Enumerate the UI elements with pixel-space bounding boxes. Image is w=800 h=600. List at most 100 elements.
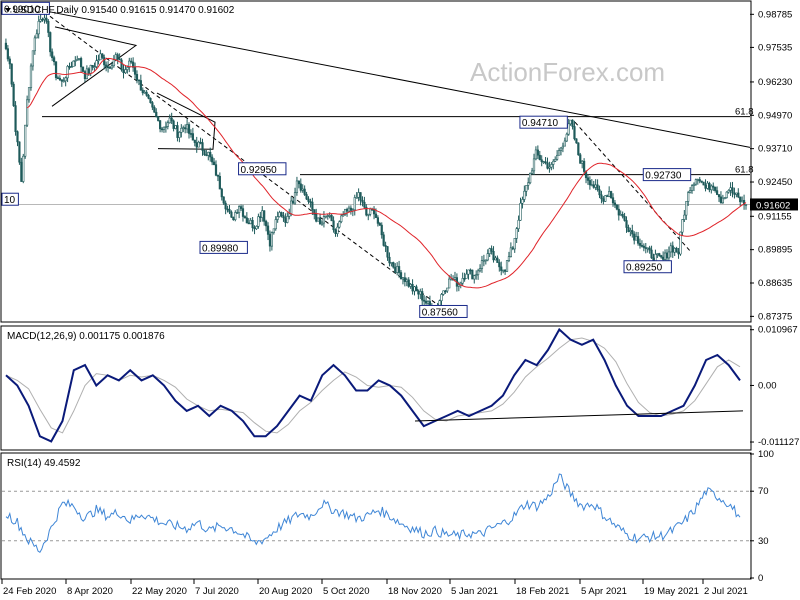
candle-body: [270, 232, 273, 247]
candle-body: [388, 256, 391, 264]
candle-body: [567, 123, 570, 135]
price-tick-label: 0.96230: [758, 77, 792, 88]
candle-body: [357, 192, 360, 198]
candle-body: [91, 64, 94, 68]
candle-body: [93, 66, 96, 68]
x-tick-label: 22 May 2020: [132, 586, 187, 597]
candle-body: [51, 51, 54, 58]
candle-body: [663, 252, 667, 260]
candle-body: [114, 54, 117, 61]
price-label-box: [199, 240, 248, 254]
candle-body: [180, 127, 183, 133]
candle-body: [586, 177, 590, 181]
x-tick-label: 20 Aug 2020: [259, 586, 312, 597]
candle-body: [561, 145, 565, 149]
candle-body: [557, 150, 561, 156]
candle-body: [411, 284, 414, 292]
candle-body: [359, 192, 362, 201]
candle-body: [293, 192, 297, 204]
long-downtrend-line: [39, 9, 751, 148]
fib-label: 61.8: [735, 165, 754, 176]
dropdown-triangle-icon[interactable]: [5, 8, 11, 12]
candle-body: [101, 53, 104, 58]
candle-body: [744, 204, 748, 206]
candle-body: [702, 181, 705, 186]
candle-body: [266, 225, 270, 235]
candle-body: [232, 216, 235, 221]
candle-body: [99, 53, 102, 61]
candle-body: [424, 300, 428, 304]
macd-panel-frame: [0, 325, 752, 451]
candle-body: [602, 198, 605, 202]
rsi-indicator: 100 70 30 0: [2, 449, 774, 584]
candle-body: [521, 199, 524, 204]
candle-body: [613, 202, 617, 206]
candle-body: [299, 183, 302, 191]
candle-body: [467, 269, 470, 275]
candle-body: [76, 59, 79, 61]
candle-body: [309, 201, 312, 203]
candle-body: [625, 220, 628, 228]
candle-body: [654, 253, 657, 262]
candle-body: [490, 248, 493, 252]
candle-body: [24, 124, 27, 157]
price-label: 0.89980: [202, 243, 239, 254]
candle-body: [374, 213, 378, 218]
candle-body: [89, 64, 92, 74]
candle-body: [723, 197, 726, 199]
candle-body: [617, 208, 620, 216]
candle-body: [209, 152, 212, 158]
candle-body: [606, 195, 609, 197]
candle-body: [442, 290, 445, 295]
candle-body: [465, 273, 468, 279]
candle-body: [556, 154, 559, 160]
candle-body: [486, 253, 489, 261]
candle-body: [263, 210, 266, 222]
price-label-box: [642, 168, 692, 182]
candle-body: [581, 160, 584, 164]
price-tick-label: 0.97535: [758, 42, 792, 53]
rsi-panel-frame: [0, 452, 752, 580]
candle-body: [35, 33, 38, 39]
candle-body: [662, 256, 665, 260]
candle-body: [201, 142, 204, 151]
candle-body: [609, 191, 613, 198]
candle-body: [274, 219, 277, 230]
candle-body: [176, 125, 179, 138]
candle-body: [729, 187, 732, 191]
candle-body: [450, 278, 453, 281]
rsi-tick-label: 30: [758, 536, 769, 547]
candle-body: [530, 170, 534, 174]
candle-body: [272, 228, 275, 233]
candle-body: [10, 63, 13, 85]
candle-body: [211, 156, 214, 163]
fib-label: 61.8: [735, 107, 754, 118]
candle-body: [322, 216, 326, 224]
rsi-panel-title: RSI(14) 49.4592: [7, 458, 81, 469]
candle-body: [453, 277, 457, 280]
candle-body: [159, 120, 162, 130]
price-tick-label: 0.87375: [758, 311, 792, 322]
rsi-tick-label: 100: [758, 449, 774, 460]
candle-body: [137, 79, 141, 82]
candle-body: [43, 17, 46, 20]
candle-body: [218, 176, 221, 190]
candle-body: [301, 188, 304, 191]
candle-body: [47, 21, 50, 33]
candle-body: [575, 138, 578, 144]
candle-body: [110, 65, 114, 69]
candle-body: [484, 259, 487, 262]
candle-body: [286, 216, 289, 223]
candle-body: [488, 248, 491, 254]
candle-body: [667, 251, 671, 259]
candle-body: [532, 158, 536, 172]
candle-body: [203, 150, 206, 155]
candle-body: [347, 207, 351, 212]
candle-body: [247, 222, 250, 225]
candle-body: [251, 220, 254, 229]
candle-body: [690, 185, 694, 191]
candle-body: [307, 198, 310, 202]
candle-body: [239, 206, 243, 209]
candle-body: [656, 253, 659, 255]
candle-body: [12, 83, 15, 106]
